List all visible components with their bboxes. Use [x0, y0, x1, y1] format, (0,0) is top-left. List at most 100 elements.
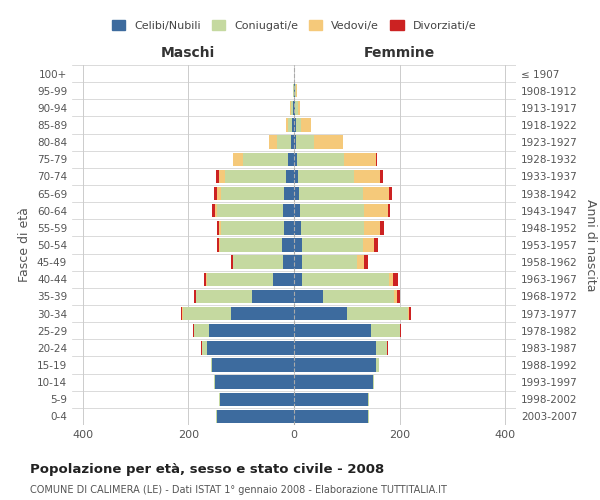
- Bar: [294, 238, 302, 252]
- Bar: [283, 256, 294, 269]
- Bar: [314, 136, 343, 149]
- Bar: [371, 324, 400, 338]
- Bar: [287, 152, 294, 166]
- Bar: [294, 341, 376, 354]
- Bar: [290, 101, 292, 114]
- Bar: [294, 170, 298, 183]
- Bar: [231, 256, 233, 269]
- Bar: [220, 238, 283, 252]
- Bar: [347, 307, 407, 320]
- Bar: [284, 187, 294, 200]
- Bar: [295, 84, 296, 98]
- Bar: [294, 290, 323, 303]
- Legend: Celibi/Nubili, Coniugati/e, Vedovi/e, Divorziati/e: Celibi/Nubili, Coniugati/e, Vedovi/e, Di…: [112, 20, 476, 31]
- Bar: [293, 101, 294, 114]
- Bar: [277, 136, 292, 149]
- Bar: [298, 101, 301, 114]
- Bar: [354, 170, 380, 183]
- Bar: [207, 272, 273, 286]
- Bar: [380, 170, 383, 183]
- Bar: [292, 118, 294, 132]
- Bar: [286, 118, 288, 132]
- Bar: [294, 118, 296, 132]
- Bar: [212, 204, 215, 218]
- Bar: [294, 204, 301, 218]
- Bar: [217, 238, 219, 252]
- Bar: [283, 204, 294, 218]
- Bar: [294, 307, 347, 320]
- Bar: [295, 101, 298, 114]
- Bar: [294, 152, 296, 166]
- Bar: [368, 392, 369, 406]
- Bar: [194, 290, 196, 303]
- Bar: [323, 290, 394, 303]
- Bar: [302, 238, 363, 252]
- Bar: [388, 204, 390, 218]
- Bar: [294, 187, 299, 200]
- Bar: [286, 170, 294, 183]
- Bar: [409, 307, 411, 320]
- Bar: [181, 307, 182, 320]
- Bar: [292, 101, 293, 114]
- Bar: [389, 272, 394, 286]
- Bar: [211, 358, 212, 372]
- Bar: [243, 152, 287, 166]
- Text: Popolazione per età, sesso e stato civile - 2008: Popolazione per età, sesso e stato civil…: [30, 462, 384, 475]
- Bar: [233, 256, 283, 269]
- Bar: [368, 410, 369, 423]
- Bar: [183, 307, 230, 320]
- Text: Maschi: Maschi: [161, 46, 215, 60]
- Bar: [302, 256, 358, 269]
- Bar: [296, 152, 344, 166]
- Bar: [301, 118, 311, 132]
- Bar: [214, 376, 215, 389]
- Bar: [203, 272, 206, 286]
- Bar: [225, 170, 286, 183]
- Bar: [217, 187, 221, 200]
- Bar: [220, 221, 221, 234]
- Bar: [294, 221, 301, 234]
- Bar: [252, 290, 294, 303]
- Bar: [217, 410, 294, 423]
- Bar: [296, 118, 301, 132]
- Bar: [193, 324, 194, 338]
- Bar: [301, 221, 364, 234]
- Bar: [394, 290, 397, 303]
- Bar: [294, 410, 368, 423]
- Bar: [389, 187, 392, 200]
- Text: Femmine: Femmine: [364, 46, 436, 60]
- Bar: [294, 358, 376, 372]
- Bar: [212, 358, 294, 372]
- Bar: [194, 324, 209, 338]
- Bar: [221, 187, 284, 200]
- Bar: [364, 204, 388, 218]
- Bar: [217, 221, 220, 234]
- Bar: [363, 238, 374, 252]
- Bar: [215, 376, 294, 389]
- Bar: [202, 341, 207, 354]
- Bar: [233, 152, 243, 166]
- Bar: [344, 152, 376, 166]
- Bar: [294, 101, 295, 114]
- Bar: [294, 256, 302, 269]
- Bar: [220, 392, 294, 406]
- Bar: [380, 221, 384, 234]
- Y-axis label: Fasce di età: Fasce di età: [19, 208, 31, 282]
- Bar: [364, 256, 368, 269]
- Bar: [358, 256, 364, 269]
- Bar: [363, 187, 389, 200]
- Bar: [376, 341, 386, 354]
- Bar: [302, 272, 389, 286]
- Bar: [301, 204, 364, 218]
- Bar: [294, 136, 296, 149]
- Bar: [294, 324, 371, 338]
- Bar: [209, 324, 294, 338]
- Bar: [294, 392, 368, 406]
- Bar: [221, 221, 284, 234]
- Bar: [219, 238, 220, 252]
- Y-axis label: Anni di nascita: Anni di nascita: [584, 198, 597, 291]
- Bar: [269, 136, 277, 149]
- Bar: [230, 307, 294, 320]
- Bar: [376, 152, 377, 166]
- Bar: [207, 341, 294, 354]
